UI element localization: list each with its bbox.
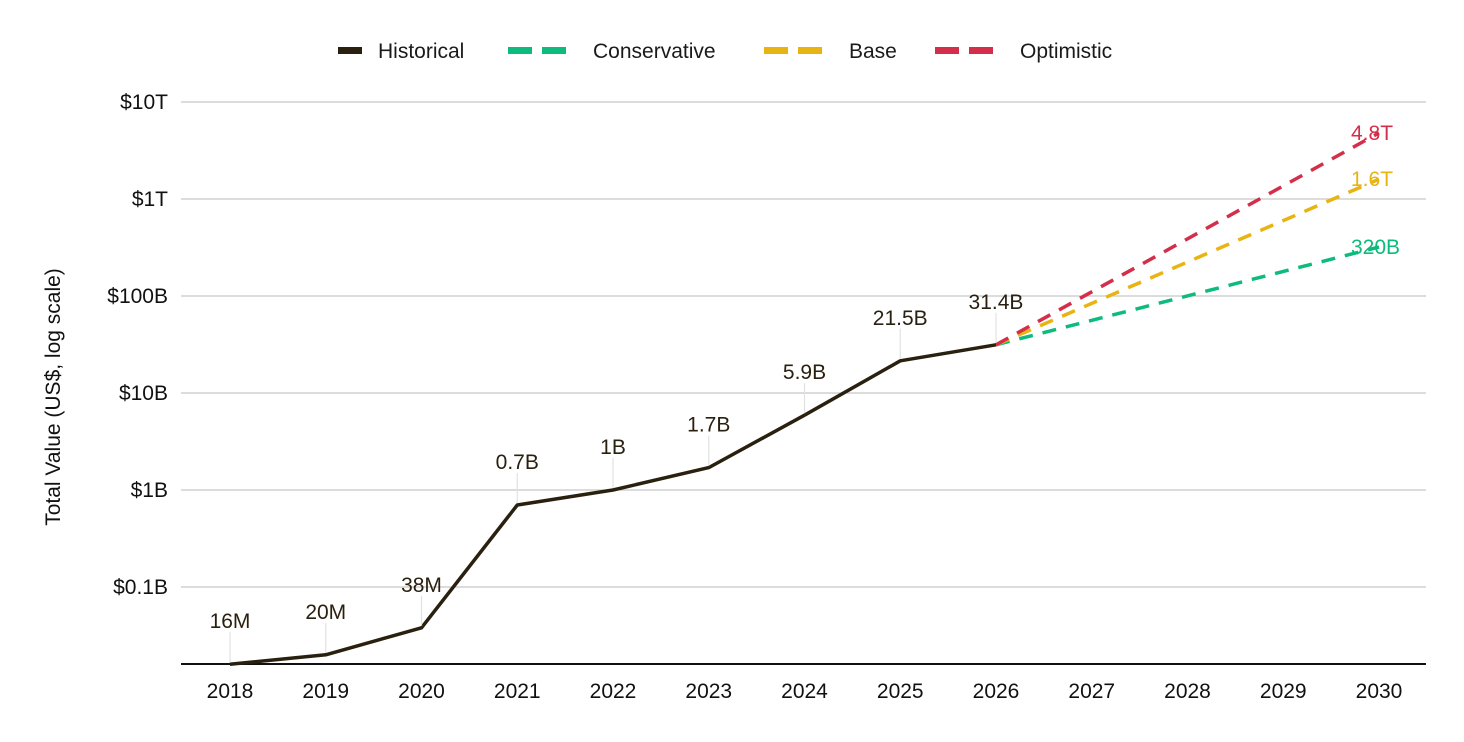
series-line-historical [229,343,997,666]
x-tick-label: 2018 [207,680,254,703]
legend-item-optimistic: Optimistic [935,40,1112,63]
data-label: 5.9B [783,361,826,384]
y-tick-label: $1T [132,188,168,211]
data-label: 1B [600,436,626,459]
y-tick-label: $0.1B [113,576,168,599]
legend: Historical Conservative Base Optimistic [338,40,1112,63]
data-label: 1.7B [687,414,730,437]
y-tick-label: $10B [119,382,168,405]
gridlines [181,101,1426,588]
legend-swatch [508,47,532,54]
x-tick-label: 2030 [1356,680,1403,703]
legend-swatch [935,47,959,54]
legend-swatch [764,47,788,54]
data-label: 0.7B [496,451,539,474]
x-tick-label: 2027 [1068,680,1115,703]
x-tick-label: 2023 [685,680,732,703]
x-tick-label: 2029 [1260,680,1307,703]
end-label-conservative: 320B [1351,236,1400,259]
x-tick-label: 2022 [590,680,637,703]
series-lines [229,131,1380,666]
x-tick-label: 2021 [494,680,541,703]
x-tick-label: 2019 [302,680,349,703]
legend-item-conservative: Conservative [508,40,716,63]
data-label: 20M [305,601,346,624]
legend-label: Conservative [593,40,716,63]
legend-label: Optimistic [1020,40,1112,63]
legend-swatch [798,47,822,54]
data-label: 16M [210,610,251,633]
x-tick-label: 2024 [781,680,828,703]
end-label-base: 1.6T [1351,168,1393,191]
series-line-base [995,177,1380,347]
legend-item-base: Base [764,40,897,63]
x-axis-ticks: 2018 2019 2020 2021 2022 2023 2024 2025 2026 2027… [207,680,1403,703]
y-axis-ticks: $0.1B $1B $10B $100B $1T $10T [107,91,168,599]
legend-label: Base [849,40,897,63]
legend-swatch [338,47,362,54]
legend-swatch [969,47,993,54]
y-tick-label: $1B [131,479,168,502]
series-line-optimistic [995,131,1380,347]
y-tick-label: $10T [120,91,168,114]
data-labels: 16M 20M 38M 0.7B 1B 1.7B 5.9B 21.5B 31.4B 320B 1.6… [210,122,1400,663]
data-label: 21.5B [873,307,928,330]
end-label-optimistic: 4.8T [1351,122,1393,145]
x-tick-label: 2026 [973,680,1020,703]
series-line-conservative [995,245,1380,347]
x-tick-label: 2025 [877,680,924,703]
x-tick-label: 2028 [1164,680,1211,703]
x-tick-label: 2020 [398,680,445,703]
data-label: 38M [401,574,442,597]
y-tick-label: $100B [107,285,168,308]
data-label: 31.4B [969,291,1024,314]
legend-item-historical: Historical [338,40,464,63]
legend-label: Historical [378,40,464,63]
legend-swatch [542,47,566,54]
y-axis-label: Total Value (US$, log scale) [42,268,65,526]
